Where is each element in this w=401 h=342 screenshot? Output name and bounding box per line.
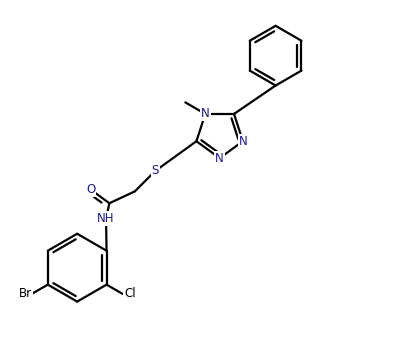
Text: N: N <box>238 135 247 148</box>
Text: N: N <box>200 107 209 120</box>
Text: NH: NH <box>97 212 114 225</box>
Text: N: N <box>215 152 223 165</box>
Text: Br: Br <box>19 288 32 301</box>
Text: Cl: Cl <box>124 288 136 301</box>
Text: O: O <box>86 183 95 196</box>
Text: S: S <box>151 165 158 177</box>
